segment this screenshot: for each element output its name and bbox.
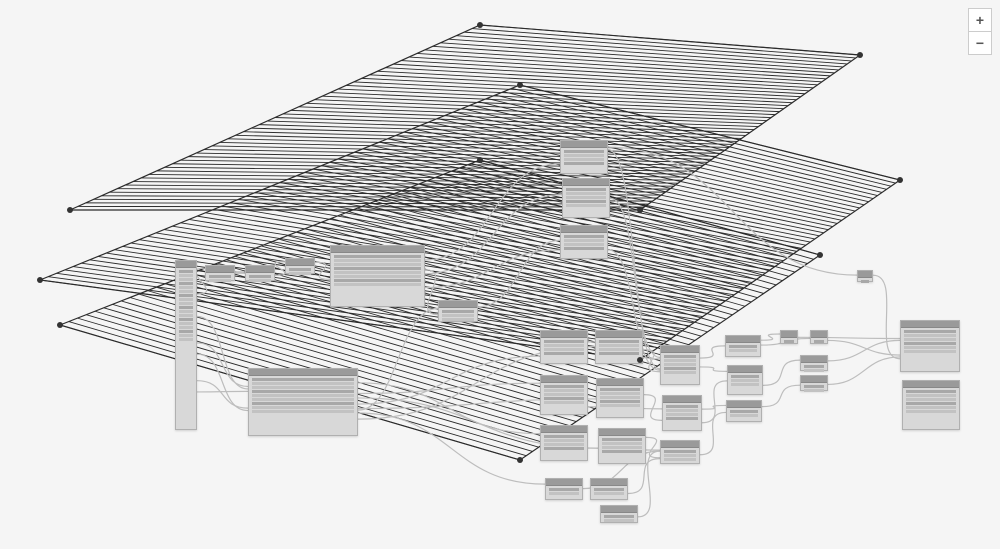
- surface-corner-dots: [0, 0, 1000, 549]
- zoom-out-button[interactable]: −: [968, 32, 992, 55]
- zoom-controls: + −: [968, 8, 992, 55]
- zoom-in-button[interactable]: +: [968, 8, 992, 32]
- node-editor-canvas[interactable]: + −: [0, 0, 1000, 549]
